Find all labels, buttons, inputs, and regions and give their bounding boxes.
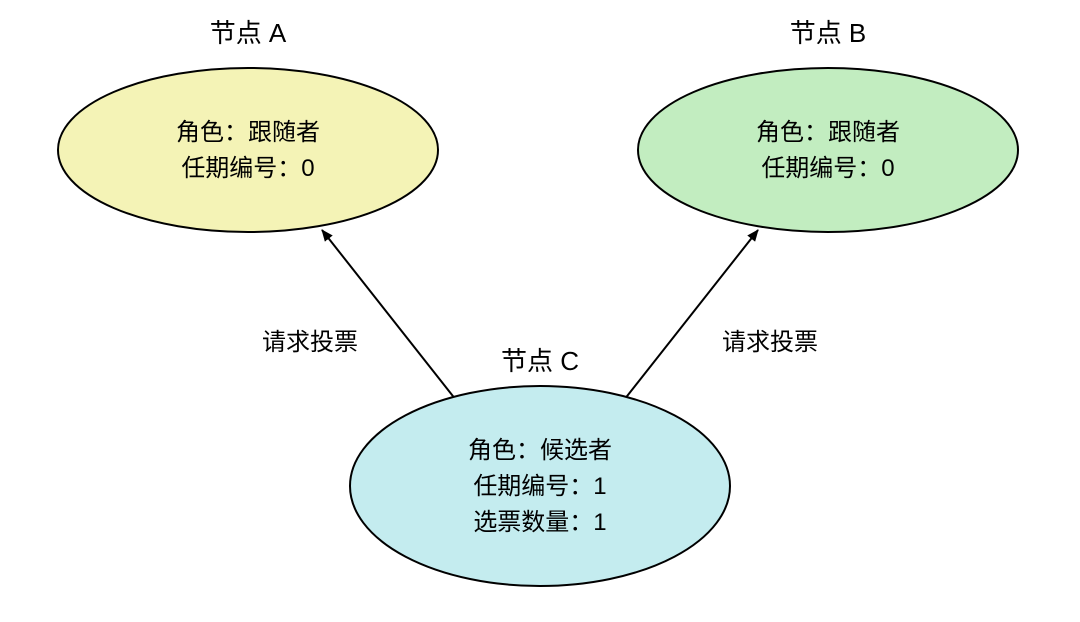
node-b-line-1: 任期编号：0 — [761, 155, 894, 182]
node-c-title: 节点 C — [501, 346, 579, 376]
node-a-line-1: 任期编号：0 — [181, 155, 314, 182]
raft-diagram: 请求投票 请求投票 节点 A 角色：跟随者 任期编号：0 节点 B 角色：跟随者… — [0, 0, 1080, 622]
node-b-line-0: 角色：跟随者 — [756, 119, 900, 146]
node-a-title: 节点 A — [210, 18, 287, 48]
node-a-line-0: 角色：跟随者 — [176, 119, 320, 146]
edge-label-a: 请求投票 — [262, 329, 358, 356]
edge-label-b: 请求投票 — [722, 329, 818, 356]
node-c: 节点 C 角色：候选者 任期编号：1 选票数量：1 — [350, 346, 730, 586]
node-c-line-0: 角色：候选者 — [468, 437, 612, 464]
edge-c-to-a: 请求投票 — [262, 230, 456, 400]
node-b: 节点 B 角色：跟随者 任期编号：0 — [638, 18, 1018, 232]
edge-c-to-b: 请求投票 — [624, 230, 818, 400]
node-c-line-2: 选票数量：1 — [473, 509, 606, 536]
node-a-ellipse — [58, 68, 438, 232]
node-a: 节点 A 角色：跟随者 任期编号：0 — [58, 18, 438, 232]
node-b-title: 节点 B — [790, 18, 867, 48]
node-c-line-1: 任期编号：1 — [473, 473, 606, 500]
node-b-ellipse — [638, 68, 1018, 232]
